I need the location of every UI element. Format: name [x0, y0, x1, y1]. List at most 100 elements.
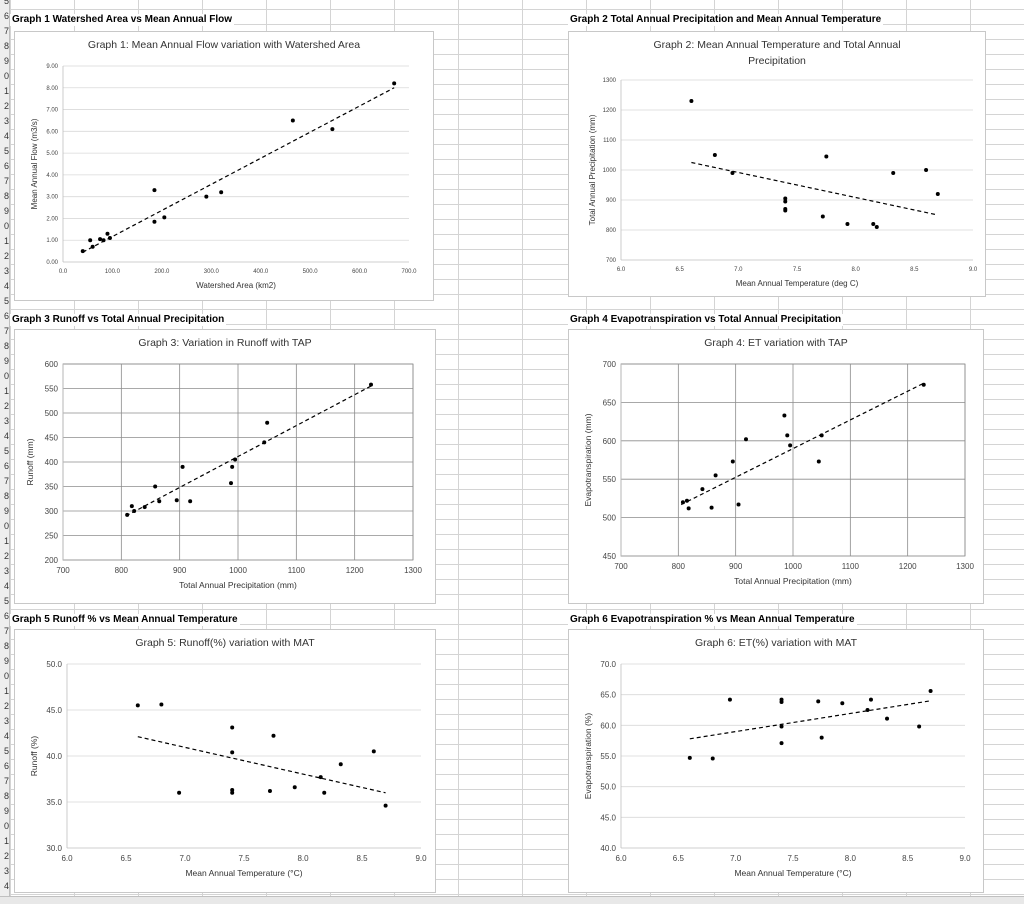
row-number[interactable]: 4 [3, 431, 9, 441]
row-number[interactable]: 3 [3, 716, 9, 726]
row-number[interactable]: 9 [3, 206, 9, 216]
chart-2-temp-precip[interactable]: Graph 2: Mean Annual Temperature and Tot… [568, 31, 986, 297]
row-number[interactable]: 1 [3, 386, 9, 396]
row-number[interactable]: 6 [3, 311, 9, 321]
row-number[interactable]: 1 [3, 836, 9, 846]
row-number[interactable]: 7 [3, 26, 9, 36]
heading-graph-3[interactable]: Graph 3 Runoff vs Total Annual Precipita… [10, 314, 227, 326]
y-tick-label: 7.00 [46, 108, 58, 114]
row-number[interactable]: 2 [3, 851, 9, 861]
row-number[interactable]: 4 [3, 581, 9, 591]
row-number[interactable]: 8 [3, 791, 9, 801]
row-number[interactable]: 8 [3, 191, 9, 201]
heading-graph-6[interactable]: Graph 6 Evapotranspiration % vs Mean Ann… [568, 614, 857, 626]
chart-svg: Graph 6: ET(%) variation with MAT 40.0 45.… [583, 637, 971, 878]
row-number[interactable]: 4 [3, 881, 9, 891]
row-number[interactable]: 0 [3, 71, 9, 81]
row-number[interactable]: 9 [3, 56, 9, 66]
row-number[interactable]: 7 [3, 176, 9, 186]
row-number[interactable]: 3 [3, 416, 9, 426]
x-tick-label: 200.0 [154, 269, 170, 275]
heading-graph-1[interactable]: Graph 1 Watershed Area vs Mean Annual Fl… [10, 14, 235, 26]
row-number[interactable]: 0 [3, 821, 9, 831]
y-tick-label: 6.00 [46, 129, 58, 135]
row-number[interactable]: 5 [3, 296, 9, 306]
row-number[interactable]: 9 [3, 506, 9, 516]
row-number[interactable]: 3 [3, 116, 9, 126]
row-number[interactable]: 2 [3, 551, 9, 561]
y-tick-label: 9.00 [46, 64, 58, 70]
y-tick-label: 65.0 [600, 691, 616, 700]
row-number[interactable]: 6 [3, 461, 9, 471]
row-number[interactable]: 8 [3, 341, 9, 351]
row-number[interactable]: 1 [3, 236, 9, 246]
chart-1-watershed-flow[interactable]: Graph 1: Mean Annual Flow variation with… [14, 31, 434, 301]
chart-title: Precipitation [748, 55, 806, 67]
row-number[interactable]: 7 [3, 476, 9, 486]
row-number[interactable]: 5 [3, 146, 9, 156]
data-point [233, 457, 238, 462]
row-number[interactable]: 2 [3, 251, 9, 261]
y-axis-label: Evapotranspiration (mm) [583, 413, 593, 506]
row-number[interactable]: 6 [3, 11, 9, 21]
row-number[interactable]: 3 [3, 266, 9, 276]
row-number[interactable]: 5 [3, 746, 9, 756]
row-number[interactable]: 5 [3, 596, 9, 606]
row-number[interactable]: 0 [3, 221, 9, 231]
row-number[interactable]: 7 [3, 776, 9, 786]
row-number[interactable]: 2 [3, 401, 9, 411]
chart-svg: Graph 5: Runoff(%) variation with MAT 30.… [29, 637, 427, 878]
row-number[interactable]: 6 [3, 611, 9, 621]
chart-4-et-tap[interactable]: Graph 4: ET variation with TAP 450 500 550 6… [568, 329, 984, 604]
row-number[interactable]: 3 [3, 866, 9, 876]
row-number[interactable]: 3 [3, 566, 9, 576]
row-number[interactable]: 4 [3, 281, 9, 291]
row-number[interactable]: 5 [3, 446, 9, 456]
y-axis-label: Runoff (mm) [25, 438, 35, 485]
row-number[interactable]: 7 [3, 326, 9, 336]
data-point [819, 433, 824, 438]
data-point [129, 504, 134, 509]
y-tick-label: 1000 [603, 168, 617, 174]
row-number[interactable]: 4 [3, 731, 9, 741]
chart-title: Graph 1: Mean Annual Flow variation with… [88, 39, 360, 51]
chart-svg: Graph 4: ET variation with TAP 450 500 550 6… [583, 337, 974, 586]
row-number[interactable]: 9 [3, 806, 9, 816]
y-axis-label: Evapotranspiration (%) [583, 713, 593, 800]
data-point [219, 190, 224, 195]
row-number[interactable]: 1 [3, 686, 9, 696]
row-number[interactable]: 7 [3, 626, 9, 636]
chart-6-et-pct-mat[interactable]: Graph 6: ET(%) variation with MAT 40.0 45.… [568, 629, 984, 893]
heading-graph-2[interactable]: Graph 2 Total Annual Precipitation and M… [568, 14, 884, 26]
row-number[interactable]: 0 [3, 371, 9, 381]
row-number[interactable]: 0 [3, 671, 9, 681]
row-number[interactable]: 8 [3, 41, 9, 51]
heading-graph-4[interactable]: Graph 4 Evapotranspiration vs Total Annu… [568, 314, 844, 326]
data-point [152, 188, 157, 193]
row-number[interactable]: 1 [3, 536, 9, 546]
data-point [125, 512, 130, 517]
y-axis-label: Runoff (%) [29, 736, 39, 777]
data-point [743, 437, 748, 442]
data-point [318, 775, 323, 780]
data-point [820, 214, 825, 219]
data-point [928, 688, 933, 693]
chart-3-runoff-tap[interactable]: Graph 3: Variation in Runoff with TAP 200… [14, 329, 436, 604]
chart-title: Graph 5: Runoff(%) variation with MAT [135, 637, 315, 649]
row-number[interactable]: 2 [3, 701, 9, 711]
heading-graph-5[interactable]: Graph 5 Runoff % vs Mean Annual Temperat… [10, 614, 240, 626]
row-number[interactable]: 9 [3, 656, 9, 666]
x-tick-label: 700 [614, 562, 628, 571]
row-number[interactable]: 8 [3, 641, 9, 651]
row-number[interactable]: 2 [3, 101, 9, 111]
row-number[interactable]: 8 [3, 491, 9, 501]
horizontal-scrollbar[interactable] [0, 896, 1024, 904]
row-number[interactable]: 4 [3, 131, 9, 141]
row-number[interactable]: 0 [3, 521, 9, 531]
row-number[interactable]: 6 [3, 161, 9, 171]
row-number[interactable]: 6 [3, 761, 9, 771]
chart-5-runoff-pct-mat[interactable]: Graph 5: Runoff(%) variation with MAT 30.… [14, 629, 436, 893]
row-number[interactable]: 9 [3, 356, 9, 366]
row-number[interactable]: 1 [3, 86, 9, 96]
row-number[interactable]: 5 [3, 0, 9, 6]
